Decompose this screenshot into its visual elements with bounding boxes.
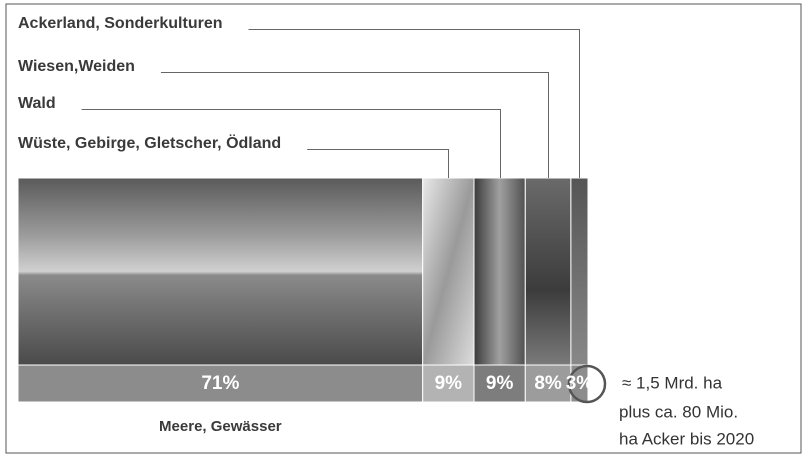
segment-photo: [473, 177, 526, 366]
category-label: Wiesen,Weiden: [18, 58, 135, 75]
frame: [5, 3, 802, 454]
leader-line: [81, 109, 501, 178]
highlight-circle: [567, 364, 607, 404]
annotation: plus ca. 80 Mio.: [619, 402, 738, 421]
segment-strip: [524, 364, 572, 403]
value-label: 3%: [566, 373, 594, 394]
value-label: 9%: [435, 373, 463, 394]
leader-line: [307, 149, 449, 178]
category-label: Wald: [18, 95, 56, 112]
segment-photo: [17, 177, 424, 366]
segment-strip: [17, 364, 424, 403]
bar-group: [17, 177, 589, 403]
segment-strip: [570, 364, 589, 403]
segment-photo: [422, 177, 475, 366]
annotation: ha Acker bis 2020: [619, 429, 754, 448]
segment-strip: [422, 364, 475, 403]
segment-photo: [524, 177, 572, 366]
category-label: Ackerland, Sonderkulturen: [18, 15, 223, 32]
segment-photo: [570, 177, 589, 366]
leader-line: [160, 72, 549, 178]
value-label: 71%: [201, 373, 239, 394]
category-label: Meere, Gewässer: [159, 418, 282, 435]
category-label: Wüste, Gebirge, Gletscher, Ödland: [18, 133, 281, 152]
value-label: 9%: [486, 373, 514, 394]
annotation: ≈ 1,5 Mrd. ha: [622, 373, 723, 392]
leader-line: [248, 29, 580, 178]
value-label: 8%: [534, 373, 562, 394]
